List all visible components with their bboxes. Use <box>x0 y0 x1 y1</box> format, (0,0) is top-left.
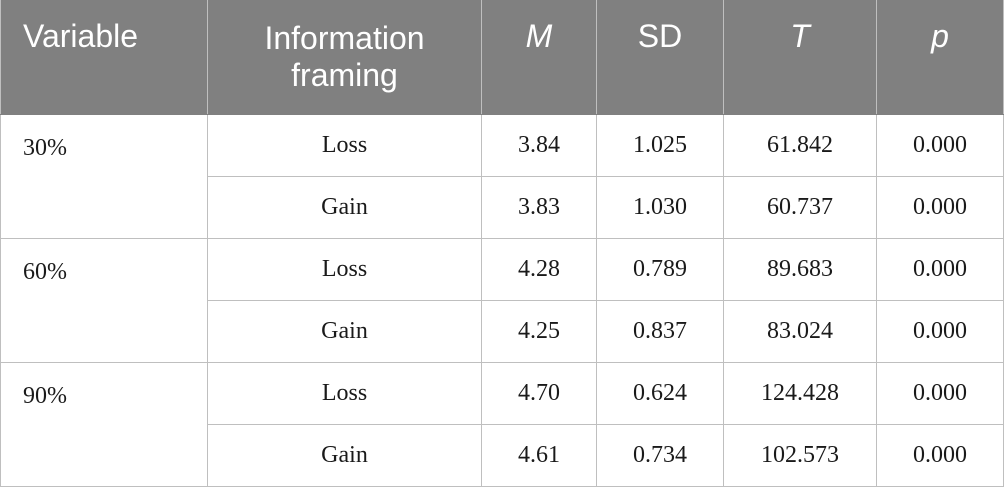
t-cell: 124.428 <box>723 362 877 425</box>
header-variable: Variable <box>0 0 208 115</box>
table-body: 30% Loss 3.84 1.025 61.842 0.000 Gain 3.… <box>0 114 1004 487</box>
p-cell: 0.000 <box>876 114 1004 177</box>
sd-cell: 1.030 <box>596 176 724 239</box>
mean-cell: 3.84 <box>481 114 597 177</box>
header-mean-label: M <box>525 17 553 54</box>
variable-cell: 60% <box>0 238 208 363</box>
framing-cell: Gain <box>207 176 482 239</box>
sd-cell: 0.624 <box>596 362 724 425</box>
variable-cell: 90% <box>0 362 208 487</box>
table-row: 60% Loss 4.28 0.789 89.683 0.000 <box>0 238 1004 363</box>
mean-cell: 4.28 <box>481 238 597 301</box>
sd-cell: 1.025 <box>596 114 724 177</box>
results-table: Variable Information framing M SD T p 30… <box>0 0 1004 487</box>
t-cell: 61.842 <box>723 114 877 177</box>
header-variable-label: Variable <box>23 17 139 54</box>
header-mean: M <box>481 0 597 115</box>
p-cell: 0.000 <box>876 362 1004 425</box>
header-information-framing-label: Information framing <box>264 20 425 93</box>
header-p: p <box>876 0 1004 115</box>
t-cell: 102.573 <box>723 424 877 487</box>
framing-cell: Loss <box>207 238 482 301</box>
table-row: Gain 4.25 0.837 83.024 0.000 <box>1 300 1004 363</box>
table-row: 90% Loss 4.70 0.624 124.428 0.000 <box>0 362 1004 487</box>
header-p-label: p <box>931 17 949 54</box>
header-row: Variable Information framing M SD T p <box>0 0 1004 115</box>
p-cell: 0.000 <box>876 176 1004 239</box>
sd-cell: 0.734 <box>596 424 724 487</box>
framing-cell: Loss <box>207 114 482 177</box>
t-cell: 60.737 <box>723 176 877 239</box>
header-sd: SD <box>596 0 724 115</box>
t-cell: 89.683 <box>723 238 877 301</box>
mean-cell: 4.70 <box>481 362 597 425</box>
mean-cell: 3.83 <box>481 176 597 239</box>
variable-cell: 30% <box>0 114 208 239</box>
header-sd-label: SD <box>637 17 683 54</box>
header-t-label: T <box>790 17 810 54</box>
p-cell: 0.000 <box>876 424 1004 487</box>
mean-cell: 4.61 <box>481 424 597 487</box>
framing-cell: Loss <box>207 362 482 425</box>
framing-cell: Gain <box>207 300 482 363</box>
table-header: Variable Information framing M SD T p <box>0 0 1004 115</box>
table-row: 30% Loss 3.84 1.025 61.842 0.000 <box>0 114 1004 239</box>
table-row: Gain 4.61 0.734 102.573 0.000 <box>1 424 1004 487</box>
sd-cell: 0.789 <box>596 238 724 301</box>
p-cell: 0.000 <box>876 300 1004 363</box>
p-cell: 0.000 <box>876 238 1004 301</box>
header-t: T <box>723 0 877 115</box>
t-cell: 83.024 <box>723 300 877 363</box>
framing-cell: Gain <box>207 424 482 487</box>
header-information-framing: Information framing <box>207 0 482 115</box>
sd-cell: 0.837 <box>596 300 724 363</box>
mean-cell: 4.25 <box>481 300 597 363</box>
